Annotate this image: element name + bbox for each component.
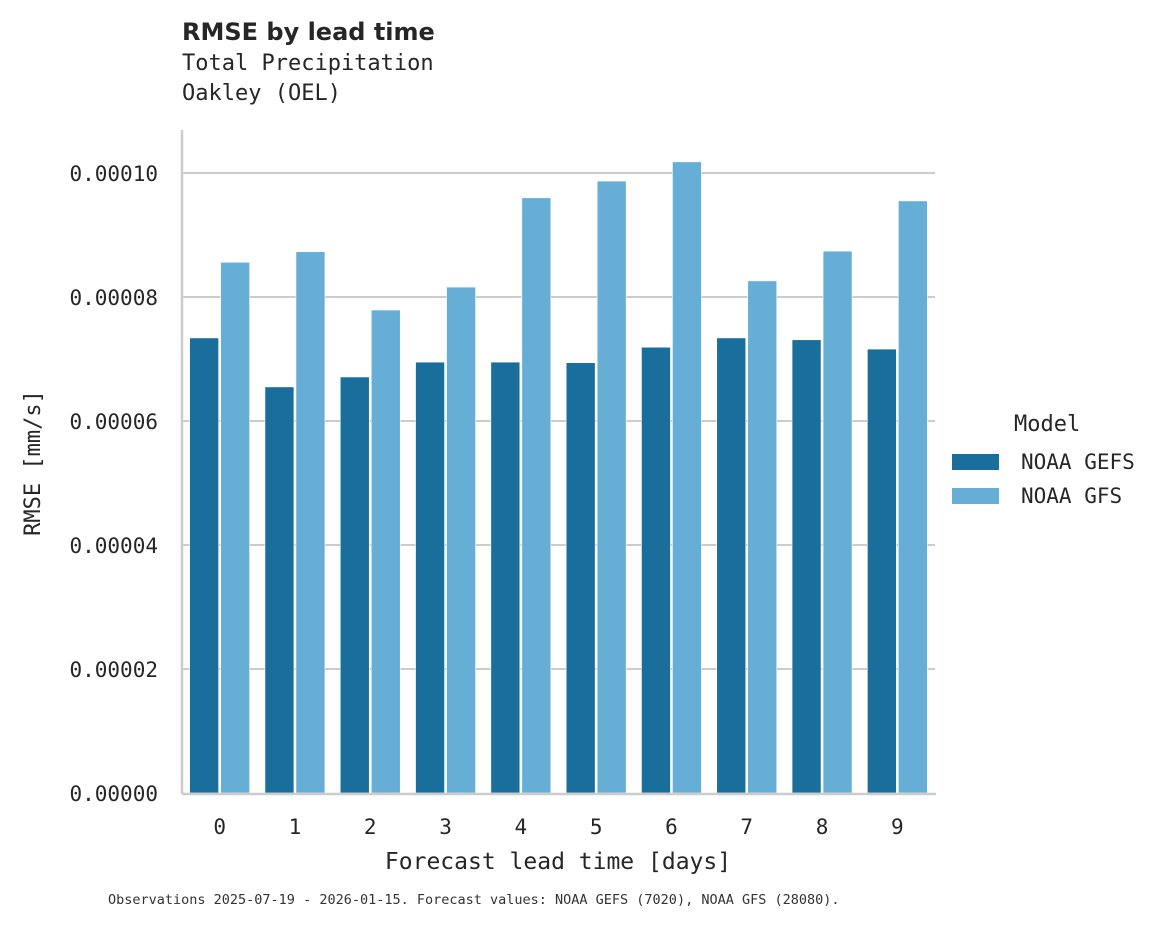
bar-noaa-gefs — [565, 362, 596, 794]
gridlines — [182, 172, 935, 670]
bar-noaa-gfs — [370, 309, 401, 794]
x-axis-label: Forecast lead time [days] — [385, 849, 731, 875]
bars — [189, 161, 928, 794]
bar-noaa-gfs — [822, 250, 853, 794]
bar-noaa-gfs — [747, 280, 778, 794]
bar-noaa-gfs — [295, 251, 326, 794]
legend-label: NOAA GFS — [1021, 484, 1123, 508]
y-tick-label: 0.00002 — [69, 658, 158, 682]
footnote-caption: Observations 2025-07-19 - 2026-01-15. Fo… — [108, 892, 840, 908]
axes — [180, 130, 936, 796]
y-tick-label: 0.00000 — [69, 782, 158, 806]
bar-noaa-gfs — [446, 286, 476, 794]
bar-noaa-gefs — [791, 339, 822, 794]
bar-noaa-gefs — [490, 361, 521, 794]
chart-subtitle-variable: Total Precipitation — [182, 51, 434, 76]
x-tick-label: 0 — [213, 815, 226, 839]
y-axis-label: RMSE [mm/s] — [21, 390, 46, 536]
x-tick-labels: 0 1 2 3 4 5 6 7 8 9 — [213, 815, 903, 839]
bar-noaa-gefs — [415, 361, 445, 794]
bar-noaa-gefs — [641, 346, 671, 794]
legend-item-gfs: NOAA GFS — [952, 479, 1135, 513]
y-tick-labels: 0.00000 0.00002 0.00004 0.00006 0.00008 0.000… — [69, 162, 158, 806]
x-tick-label: 7 — [740, 815, 753, 839]
legend-title: Model — [1014, 412, 1081, 437]
y-tick-label: 0.00004 — [69, 534, 158, 558]
x-tick-label: 1 — [289, 815, 302, 839]
bar-noaa-gefs — [867, 348, 897, 794]
x-tick-label: 8 — [816, 815, 829, 839]
bar-noaa-gefs — [339, 376, 370, 794]
bar-noaa-gfs — [672, 161, 702, 794]
legend-swatch-gefs — [952, 454, 999, 470]
chart-title: RMSE by lead time — [182, 18, 435, 46]
legend-label: NOAA GEFS — [1021, 450, 1135, 474]
y-tick-label: 0.00006 — [69, 410, 158, 434]
legend-item-gefs: NOAA GEFS — [952, 445, 1135, 479]
y-tick-label: 0.00008 — [69, 286, 158, 310]
x-tick-label: 9 — [891, 815, 904, 839]
y-tick-label: 0.00010 — [69, 162, 158, 186]
x-tick-label: 4 — [515, 815, 528, 839]
bar-noaa-gfs — [596, 180, 627, 794]
legend: Model NOAA GEFS NOAA GFS — [952, 412, 1135, 513]
legend-swatch-gfs — [952, 488, 999, 504]
x-tick-label: 2 — [364, 815, 377, 839]
x-tick-label: 3 — [439, 815, 452, 839]
bar-noaa-gefs — [716, 337, 747, 794]
x-tick-label: 6 — [665, 815, 678, 839]
bar-noaa-gefs — [189, 337, 219, 794]
bar-noaa-gefs — [264, 386, 295, 794]
bar-noaa-gfs — [898, 200, 928, 794]
bar-noaa-gfs — [521, 197, 552, 794]
chart-subtitle-station: Oakley (OEL) — [182, 81, 341, 106]
bar-noaa-gfs — [220, 261, 250, 794]
x-tick-label: 5 — [590, 815, 603, 839]
